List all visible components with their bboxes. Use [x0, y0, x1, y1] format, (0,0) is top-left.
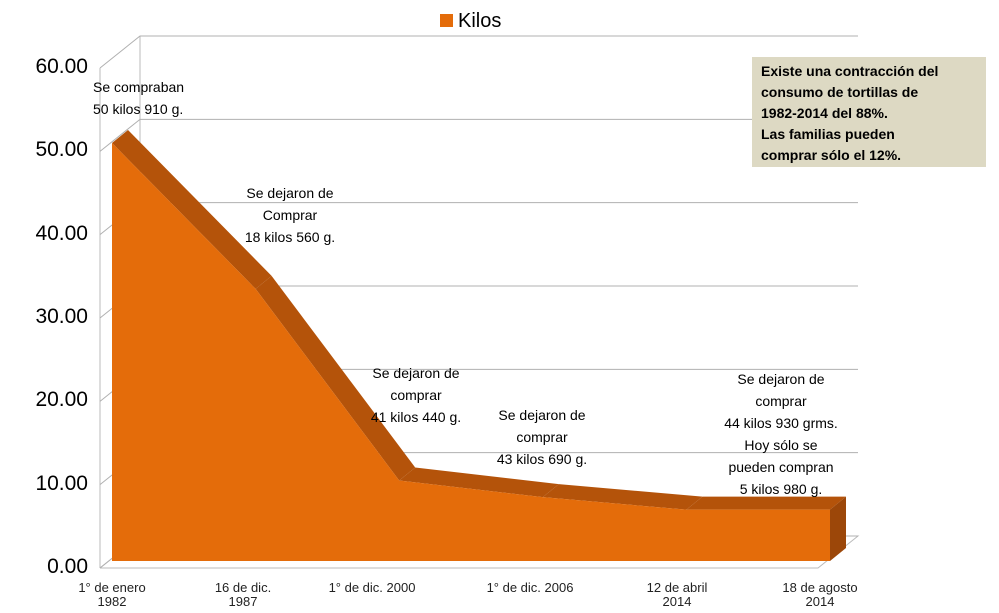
- note: Existe una contracción del consumo de to…: [752, 57, 986, 167]
- x-tick-label: 1° de dic. 2000: [328, 580, 416, 595]
- y-tick-label: 0.00: [47, 555, 88, 578]
- y-tick-label: 50.00: [35, 138, 88, 162]
- x-tick-label: 12 de abril 2014: [646, 580, 708, 609]
- legend: Kilos: [440, 10, 501, 33]
- annotation: Se dejaron de comprar 43 kilos 690 g.: [496, 407, 588, 467]
- y-tick-label: 30.00: [35, 305, 88, 328]
- y-tick-label: 40.00: [35, 221, 88, 245]
- area-top: [686, 496, 846, 510]
- annotation: Se dejaron de comprar 41 kilos 440 g.: [370, 365, 462, 425]
- legend-swatch: [440, 14, 453, 27]
- y-tick-label: 10.00: [35, 471, 88, 495]
- x-tick-label: 18 de agosto 2014: [782, 580, 858, 609]
- area-side: [830, 496, 846, 561]
- annotation: Se dejaron de comprar 44 kilos 930 grms.…: [724, 371, 838, 497]
- x-tick-label: 1° de enero 1982: [78, 580, 146, 609]
- y-tick-label: 20.00: [35, 388, 88, 412]
- area-top: [542, 484, 703, 510]
- x-tick-label: 1° de dic. 2006: [486, 580, 574, 595]
- annotation: Se dejaron de Comprar 18 kilos 560 g.: [244, 185, 336, 245]
- x-tick-label: 16 de dic. 1987: [214, 580, 272, 609]
- area: [112, 143, 830, 561]
- grid-line: [99, 35, 858, 69]
- annotation: Se compraban 50 kilos 910 g.: [93, 79, 185, 117]
- area-top: [255, 275, 416, 481]
- grid-line: [99, 118, 858, 152]
- area-top: [399, 467, 559, 498]
- legend-label: Kilos: [458, 10, 502, 32]
- y-tick-label: 60.00: [35, 55, 88, 78]
- area-top: [112, 130, 272, 289]
